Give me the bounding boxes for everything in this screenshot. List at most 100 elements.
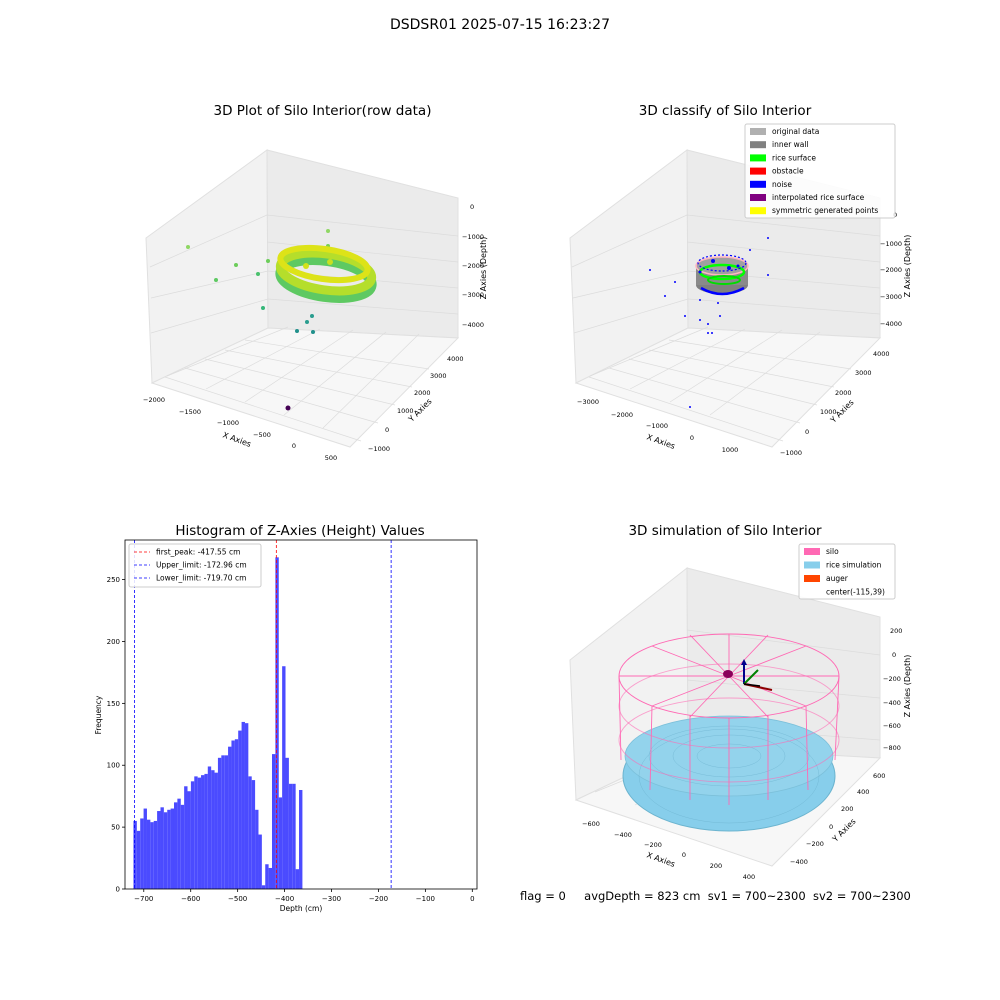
plot2-xlabel: X Axies: [645, 432, 676, 451]
histogram-xlabel: Depth (cm): [280, 904, 323, 913]
legend-label: inner wall: [772, 140, 809, 149]
histogram-ytick-label: 250: [107, 576, 120, 584]
plot4-silo-wireframe: [618, 633, 840, 805]
plot4-ztick: −400: [883, 699, 901, 707]
histogram-bar: [251, 780, 256, 889]
histogram-xtick-label: −400: [275, 895, 294, 903]
histogram-bar: [244, 723, 249, 889]
histogram-bar: [150, 822, 154, 889]
legend-label: silo: [826, 547, 839, 556]
plot2-ytick: −1000: [780, 449, 802, 457]
histogram-bar: [295, 869, 300, 889]
histogram-bar: [261, 885, 266, 889]
plot2-legend: original data inner wall rice surface obsta…: [744, 123, 896, 219]
legend-swatch: [750, 154, 766, 162]
histogram-bar: [136, 830, 141, 889]
histogram-bar: [248, 776, 252, 889]
histogram-y-ticks: 0 50 100 150 200 250: [107, 576, 125, 894]
plot1-ztick: −1000: [462, 233, 484, 241]
plot2-tick-labels: −3000 −2000 −1000 0 1000 −1000 0 1000 20…: [577, 211, 902, 457]
plot2-ytick: 0: [805, 428, 809, 436]
plot2-ztick: −3000: [880, 293, 902, 301]
plot2-ztick: −1000: [880, 240, 902, 248]
plot1-ztick: −2000: [462, 262, 484, 270]
histogram-bar: [288, 783, 293, 889]
histogram-bar: [217, 757, 222, 889]
plot1-ytick: 4000: [447, 355, 464, 363]
plot1-ztick: −3000: [462, 291, 484, 299]
plot1-ytick: 1000: [397, 407, 414, 415]
histogram-ytick-label: 0: [116, 886, 120, 894]
plot1-pane-floor: [150, 327, 460, 448]
histogram-bar: [146, 819, 151, 889]
histogram-bar: [228, 746, 232, 889]
plot4-xlabel: X Axies: [645, 850, 676, 869]
histogram-bar: [299, 789, 303, 889]
status-line: flag = 0 avgDepth = 823 cm sv1 = 700~230…: [520, 889, 911, 903]
histogram-bar: [187, 791, 191, 889]
histogram-bar: [221, 755, 225, 889]
histogram-bar: [194, 776, 198, 889]
plot1-xtick: 0: [292, 442, 296, 450]
histogram-bar: [140, 818, 144, 889]
histogram-bar: [214, 772, 218, 889]
histogram-x-ticks: −700 −600 −500 −400 −300 −200 −100 0: [134, 889, 475, 903]
plot2-noise-points: [649, 237, 769, 408]
histogram-bar: [211, 770, 215, 889]
plot1-ztick: −4000: [462, 321, 484, 329]
plot1-ytick: 0: [385, 426, 389, 434]
histogram-legend-label: first_peak: -417.55 cm: [156, 548, 240, 557]
plot2-zlabel: Z Axies (Depth): [903, 235, 912, 298]
legend-swatch: [750, 167, 766, 175]
plot4-center-axes: [723, 659, 773, 691]
plot4-title: 3D simulation of Silo Interior: [628, 523, 822, 539]
plot1-ytick: 3000: [430, 372, 447, 380]
histogram-bar: [271, 754, 276, 889]
plot2-title: 3D classify of Silo Interior: [638, 103, 812, 119]
legend-swatch: [750, 194, 766, 201]
histogram-bar: [170, 808, 174, 889]
histogram-bar: [231, 740, 235, 889]
plot4-legend: silo rice simulation auger center(-115,39): [798, 543, 896, 600]
plot1-title: 3D Plot of Silo Interior(row data): [213, 103, 432, 119]
plot2-ytick: 2000: [835, 389, 852, 397]
histogram-ylabel: Frequency: [94, 695, 103, 734]
legend-swatch: [804, 548, 820, 555]
plot2-pane-floor: [574, 327, 882, 448]
legend-swatch: [750, 180, 766, 188]
histogram-legend-label: Upper_limit: -172.96 cm: [156, 561, 247, 570]
histogram-bar: [153, 820, 158, 889]
histogram-bar: [204, 773, 208, 889]
plot2-ytick: 3000: [855, 369, 872, 377]
histogram-bar: [282, 666, 286, 889]
histogram-bar: [160, 807, 164, 889]
legend-swatch: [804, 561, 820, 569]
plot4-tick-labels: −600 −400 −200 0 200 400 −400 −200 0 200…: [582, 627, 902, 881]
plot4-ztick: −800: [883, 744, 901, 752]
plot1-ytick: 2000: [414, 389, 431, 397]
histogram-bar: [268, 867, 272, 889]
plot1-zlabel: Z Axies (Depth): [479, 237, 488, 300]
histogram-bars: [133, 557, 303, 889]
legend-label: rice simulation: [826, 561, 882, 570]
histogram-bar: [258, 834, 262, 889]
plot4-xtick: −600: [582, 820, 600, 828]
histogram-legend: first_peak: -417.55 cm Upper_limit: -172.…: [128, 543, 262, 588]
plot1-pane-back: [266, 149, 459, 339]
histogram-ytick-label: 150: [107, 700, 120, 708]
plot2-ytick: 4000: [873, 350, 890, 358]
plot2-ytick: 1000: [820, 408, 837, 416]
figure-title: DSDSR01 2025-07-15 16:23:27: [389, 17, 610, 33]
plot4-ytick: −200: [806, 840, 824, 848]
legend-swatch: [750, 207, 766, 215]
plot1-grid: [149, 214, 459, 442]
histogram-axes: −700 −600 −500 −400 −300 −200 −100 0 0 50 100 150 2…: [94, 539, 478, 913]
histogram-bar: [133, 820, 137, 889]
histogram-bar: [157, 811, 161, 889]
plot2-xtick: 0: [690, 434, 694, 442]
histogram-ytick-label: 200: [107, 638, 120, 646]
legend-label: original data: [772, 127, 819, 136]
plot2-xtick: −1000: [646, 422, 668, 430]
histogram-xtick-label: −600: [181, 895, 200, 903]
